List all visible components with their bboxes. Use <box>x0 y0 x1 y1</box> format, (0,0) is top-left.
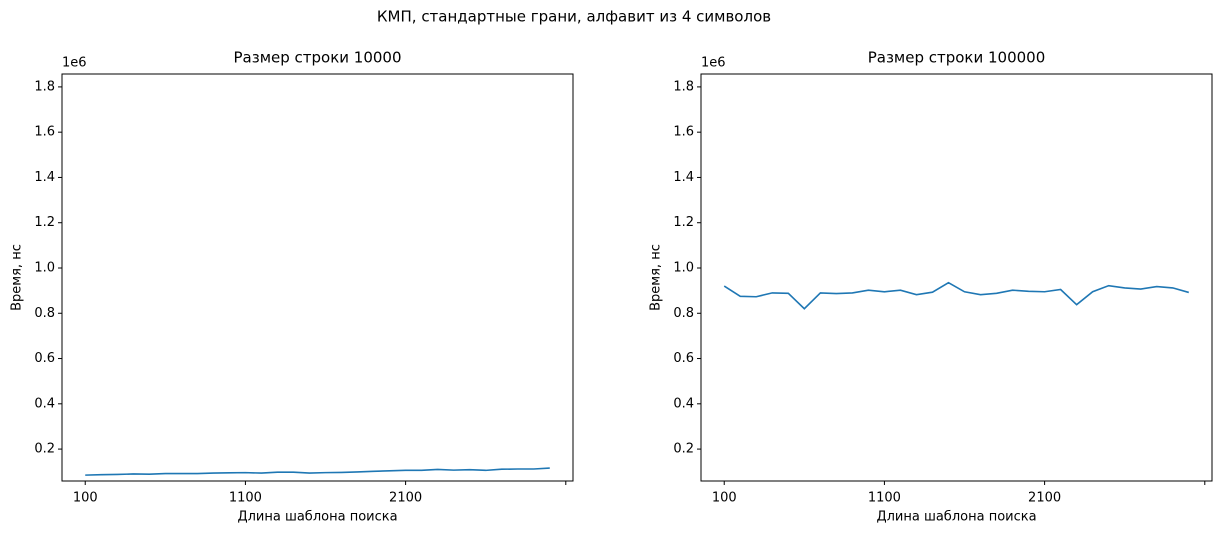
y-tick-label: 1.0 <box>673 260 694 275</box>
x-tick-label: 1100 <box>229 491 262 506</box>
subplot-title: Размер строки 10000 <box>233 49 401 67</box>
x-axis-label: Длина шаблона поиска <box>876 510 1036 525</box>
y-tick-label: 1.8 <box>673 79 694 94</box>
y-tick-label: 0.8 <box>34 306 55 321</box>
y-offset-label: 1e6 <box>62 56 87 71</box>
subplot-title: Размер строки 100000 <box>868 49 1046 67</box>
y-tick-label: 0.4 <box>34 396 55 411</box>
x-tick-label: 2100 <box>1028 491 1061 506</box>
x-tick-label: 2100 <box>389 491 422 506</box>
line-series <box>723 281 1189 310</box>
y-tick-label: 1.2 <box>673 215 694 230</box>
y-tick-label: 1.6 <box>673 125 694 140</box>
y-tick-label: 0.2 <box>34 442 55 457</box>
axes-frame <box>61 73 574 482</box>
x-tick-label: 100 <box>73 491 98 506</box>
y-offset-label: 1e6 <box>701 56 726 71</box>
y-tick-label: 0.6 <box>673 351 694 366</box>
y-tick-label: 0.2 <box>673 442 694 457</box>
x-tick-label: 1100 <box>868 491 901 506</box>
y-tick-label: 1.2 <box>34 215 55 230</box>
x-axis-label: Длина шаблона поиска <box>237 510 397 525</box>
line-series <box>85 467 550 476</box>
y-tick-label: 1.8 <box>34 79 55 94</box>
x-tick-label: 100 <box>712 491 737 506</box>
y-tick-label: 0.6 <box>34 351 55 366</box>
y-tick-label: 1.4 <box>673 170 694 185</box>
y-axis-label: Время, нс <box>10 244 25 311</box>
y-axis-label: Время, нс <box>649 244 664 311</box>
y-tick-label: 1.0 <box>34 260 55 275</box>
y-tick-label: 0.8 <box>673 306 694 321</box>
figure-title: КМП, стандартные грани, алфавит из 4 сим… <box>377 8 771 26</box>
y-tick-label: 1.4 <box>34 170 55 185</box>
y-tick-label: 0.4 <box>673 396 694 411</box>
axes-frame <box>700 73 1213 482</box>
y-tick-label: 1.6 <box>34 125 55 140</box>
